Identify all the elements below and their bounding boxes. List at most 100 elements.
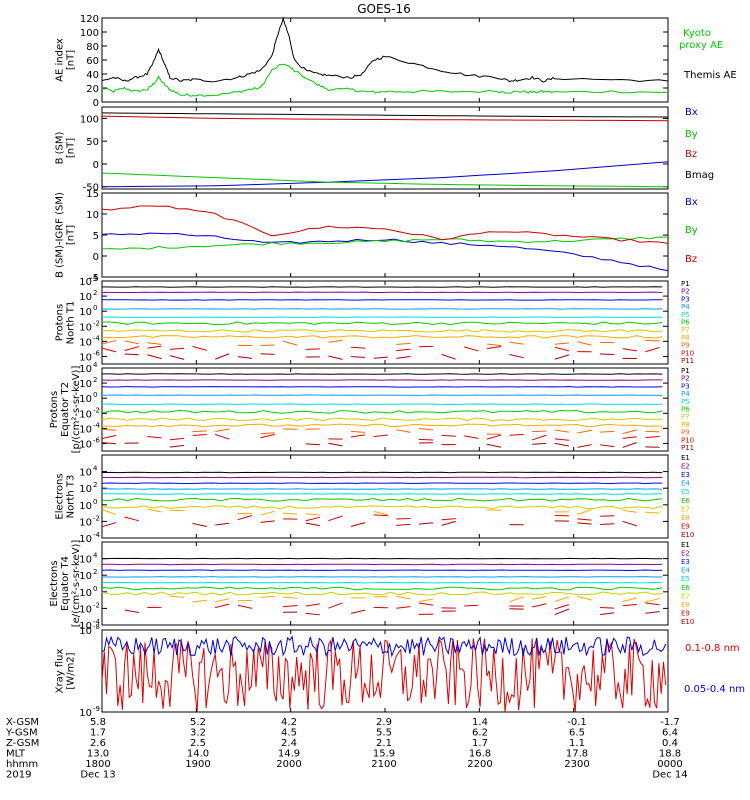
x-row-value: 2.5 xyxy=(190,738,206,749)
y-tick-label: -5 xyxy=(89,273,99,284)
channel-segment-p11 xyxy=(373,356,388,359)
channel-label: E2 xyxy=(681,463,690,471)
channel-segment-p10 xyxy=(215,434,230,440)
y-tick-label: 10 xyxy=(79,588,92,599)
channel-label: E3 xyxy=(681,471,690,479)
channel-line-e3 xyxy=(101,482,663,485)
channel-segment-e9 xyxy=(328,602,343,609)
x-row-value: 5.5 xyxy=(376,728,392,739)
channel-line-e6 xyxy=(101,497,663,502)
channel-segment-e10 xyxy=(418,522,434,525)
y-tick-label: 10 xyxy=(79,604,92,615)
channel-segment-p11 xyxy=(532,442,547,445)
channel-line-p8 xyxy=(101,423,663,428)
y-tick-label: 10 xyxy=(79,484,92,495)
chart-title: GOES-16 xyxy=(357,2,411,16)
channel-segment-p10 xyxy=(441,434,456,437)
channel-segment-p10 xyxy=(147,436,162,439)
series-line-bmag xyxy=(101,112,669,118)
channel-segment-p10 xyxy=(260,433,275,439)
channel-label: P10 xyxy=(681,349,694,357)
channel-label: P2 xyxy=(681,375,690,383)
channel-label: E10 xyxy=(681,531,694,539)
channel-line-p4 xyxy=(101,394,663,396)
y-tick-exponent: -2 xyxy=(93,406,100,414)
y-tick-label: 120 xyxy=(80,14,99,25)
panel-xray: Xray flux [W/m2]10 -810 -90.1-0.8 nm0.05-0.… xyxy=(55,623,746,719)
channel-segment-p9 xyxy=(577,341,592,346)
x-row-value: 4.2 xyxy=(281,717,297,728)
y-tick-exponent: 0 xyxy=(93,585,97,593)
y-tick-label: 10 xyxy=(79,322,92,333)
channel-segment-e10 xyxy=(124,609,139,614)
channel-line-p8 xyxy=(101,335,663,339)
channel-line-e5 xyxy=(101,581,663,584)
y-tick-exponent: -4 xyxy=(93,618,101,626)
x-row-value: 1.1 xyxy=(569,738,585,749)
y-axis-label: [W/m2] xyxy=(66,652,77,689)
channel-label: P4 xyxy=(681,303,690,311)
channel-segment-e10 xyxy=(600,523,615,525)
channel-segment-e9 xyxy=(645,602,660,606)
channel-label: E4 xyxy=(681,480,690,488)
y-tick-label: 10 xyxy=(79,555,92,566)
channel-label: P2 xyxy=(681,288,690,296)
channel-line-e1 xyxy=(101,471,663,474)
y-tick-exponent: 4 xyxy=(93,465,98,473)
y-tick-label: 0 xyxy=(93,98,99,109)
channel-segment-p10 xyxy=(192,345,207,351)
channel-segment-e10 xyxy=(260,520,275,523)
channel-segment-e9 xyxy=(396,606,411,609)
y-axis-label: Xray flux xyxy=(55,649,66,694)
channel-segment-p10 xyxy=(532,434,547,441)
channel-segment-e10 xyxy=(350,609,366,614)
channel-segment-p11 xyxy=(328,442,343,447)
channel-segment-p10 xyxy=(124,346,139,351)
panel-frame xyxy=(101,17,669,103)
x-row-value: Dec 14 xyxy=(652,770,687,781)
y-tick-label: 15 xyxy=(86,189,99,200)
y-axis-label: Equator T4 xyxy=(60,556,71,611)
channel-segment-p11 xyxy=(215,353,230,360)
y-axis-label: Electrons xyxy=(55,473,66,519)
y-tick-label: 10 xyxy=(79,517,92,528)
x-row-value: Dec 13 xyxy=(80,770,115,781)
legend-label: Themis AE xyxy=(683,70,737,81)
channel-segment-p11 xyxy=(441,353,456,360)
x-row-value: 1800 xyxy=(85,759,110,770)
channel-segment-e8 xyxy=(622,597,638,603)
channel-line-e2 xyxy=(102,563,663,566)
series-line-bx xyxy=(101,232,669,272)
channel-segment-e8 xyxy=(645,511,660,514)
channel-line-e4 xyxy=(101,488,663,490)
y-tick-label: 10 xyxy=(79,292,92,303)
channel-segment-p11 xyxy=(622,442,638,448)
y-tick-label: 10 xyxy=(79,626,92,637)
channel-segment-e9 xyxy=(305,516,321,522)
panel-ee: Electrons Equator T4 [e/(cm²-s-sr-keV)]10 4… xyxy=(49,540,694,632)
x-row-value: 2300 xyxy=(564,759,589,770)
channel-label: P8 xyxy=(681,334,690,342)
y-tick-label: 10 xyxy=(79,379,92,390)
channel-segment-e8 xyxy=(577,508,592,515)
channel-segment-p10 xyxy=(396,348,411,352)
channel-segment-e10 xyxy=(305,612,320,616)
channel-segment-p9 xyxy=(645,430,660,433)
series-line-themis-ae xyxy=(101,16,669,83)
y-axis-label: [p/(cm²-s-sr-keV)] xyxy=(71,366,82,454)
y-tick-label: 10 xyxy=(79,352,92,363)
y-tick-label: 10 xyxy=(79,394,92,405)
channel-segment-p10 xyxy=(645,347,660,353)
channel-segment-e9 xyxy=(328,515,343,522)
channel-segment-e8 xyxy=(645,598,660,603)
channel-label: P3 xyxy=(681,382,690,390)
channel-segment-e9 xyxy=(554,604,570,610)
channel-segment-e10 xyxy=(554,608,570,616)
channel-segment-p11 xyxy=(554,442,570,447)
y-tick-label: 0 xyxy=(93,160,99,171)
x-row-label: 2019 xyxy=(6,770,31,781)
x-row-value: 2100 xyxy=(371,759,396,770)
